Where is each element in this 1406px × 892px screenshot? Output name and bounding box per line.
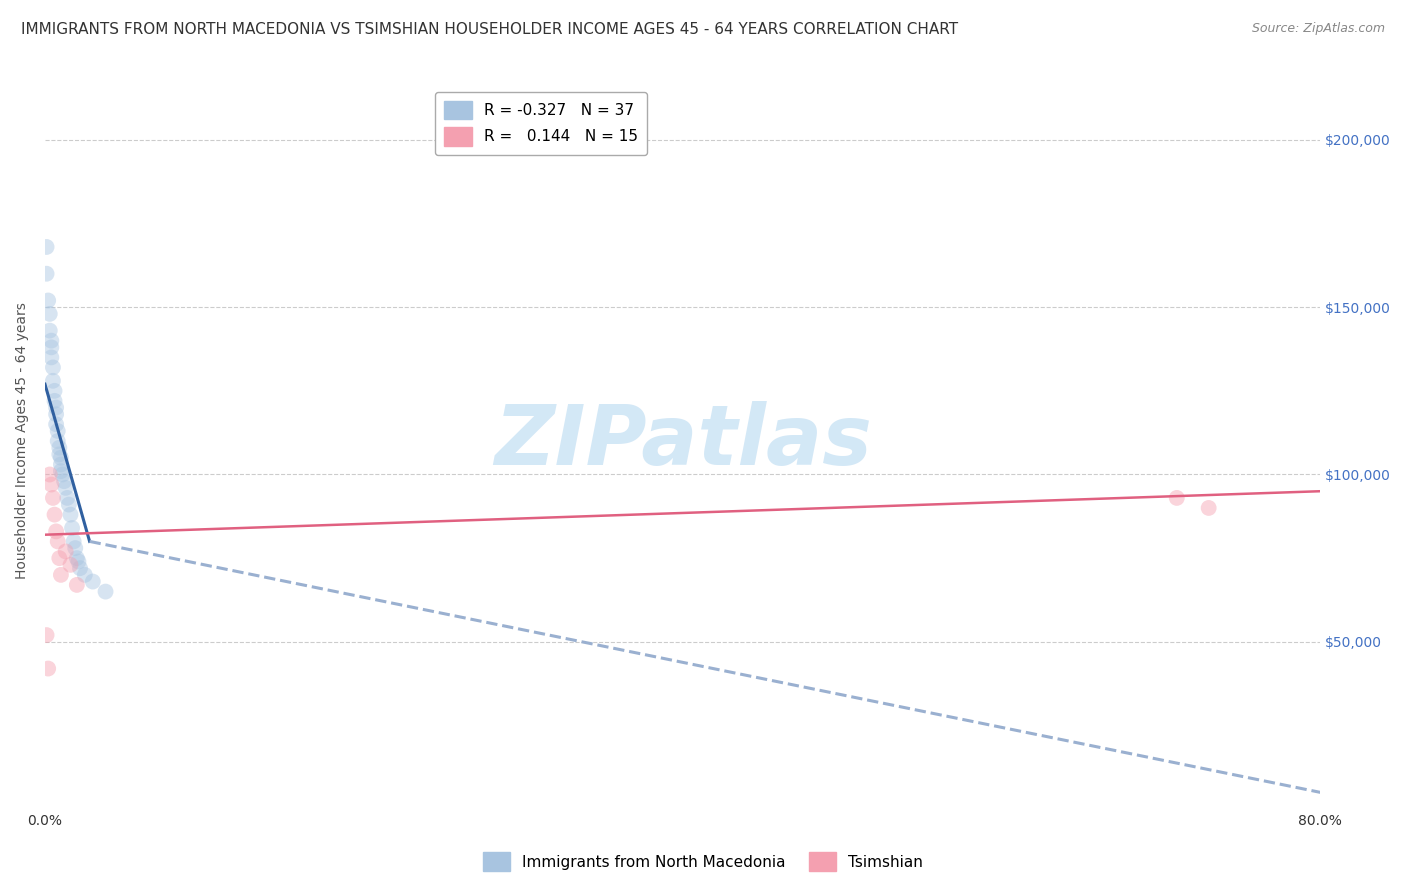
Point: [58, 498, 80, 512]
Text: IMMIGRANTS FROM NORTH MACEDONIA VS TSIMSHIAN HOUSEHOLDER INCOME AGES 45 - 64 YEA: IMMIGRANTS FROM NORTH MACEDONIA VS TSIMS…: [21, 22, 959, 37]
Point: [49, 450, 72, 465]
Point: [45, 417, 67, 432]
Point: [44, 393, 66, 408]
Point: [35, 240, 58, 254]
Point: [49, 458, 72, 472]
Point: [41, 334, 63, 348]
Point: [53, 474, 76, 488]
Point: [46, 534, 69, 549]
Point: [82, 574, 104, 589]
Point: [48, 551, 70, 566]
Point: [1166, 491, 1188, 505]
Point: [59, 508, 82, 522]
Point: [55, 544, 77, 558]
Point: [41, 477, 63, 491]
Point: [38, 307, 60, 321]
Point: [45, 524, 67, 539]
Point: [66, 551, 89, 566]
Point: [59, 558, 82, 572]
Point: [41, 351, 63, 365]
Point: [67, 554, 90, 568]
Point: [42, 360, 65, 375]
Y-axis label: Householder Income Ages 45 - 64 years: Householder Income Ages 45 - 64 years: [15, 302, 30, 580]
Point: [56, 491, 79, 505]
Point: [46, 434, 69, 448]
Point: [38, 467, 60, 482]
Point: [45, 407, 67, 421]
Point: [73, 567, 96, 582]
Point: [35, 267, 58, 281]
Point: [46, 424, 69, 438]
Point: [38, 324, 60, 338]
Legend: Immigrants from North Macedonia, Tsimshian: Immigrants from North Macedonia, Tsimshi…: [477, 847, 929, 877]
Point: [94, 584, 117, 599]
Point: [49, 567, 72, 582]
Point: [37, 293, 59, 308]
Point: [41, 340, 63, 354]
Legend: R = -0.327   N = 37, R =   0.144   N = 15: R = -0.327 N = 37, R = 0.144 N = 15: [436, 92, 647, 155]
Point: [44, 508, 66, 522]
Point: [51, 467, 73, 482]
Point: [42, 374, 65, 388]
Point: [45, 401, 67, 415]
Point: [65, 541, 87, 555]
Text: Source: ZipAtlas.com: Source: ZipAtlas.com: [1251, 22, 1385, 36]
Point: [37, 661, 59, 675]
Point: [42, 491, 65, 505]
Point: [1198, 500, 1220, 515]
Point: [55, 481, 77, 495]
Point: [62, 534, 84, 549]
Point: [69, 561, 91, 575]
Point: [60, 521, 83, 535]
Point: [35, 628, 58, 642]
Text: ZIPatlas: ZIPatlas: [494, 401, 872, 482]
Point: [48, 441, 70, 455]
Point: [44, 384, 66, 398]
Point: [66, 578, 89, 592]
Point: [48, 447, 70, 461]
Point: [49, 464, 72, 478]
